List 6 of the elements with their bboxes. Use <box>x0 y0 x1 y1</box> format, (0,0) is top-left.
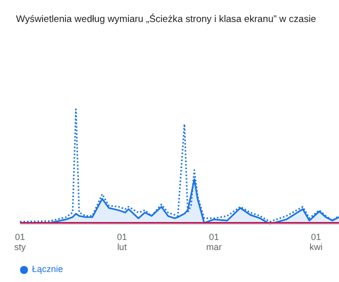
chart-title: Wyświetlenia według wymiaru „Ścieżka strony i klasa ekranu” w czasie <box>16 14 316 25</box>
legend-label: Łącznie <box>32 264 64 274</box>
x-tick-label: 01 mar <box>206 232 222 252</box>
x-tick-label: 01 sty <box>14 232 26 252</box>
x-tick-label: 01 kwi <box>309 232 322 252</box>
x-tick-label: 01 lut <box>116 232 128 252</box>
